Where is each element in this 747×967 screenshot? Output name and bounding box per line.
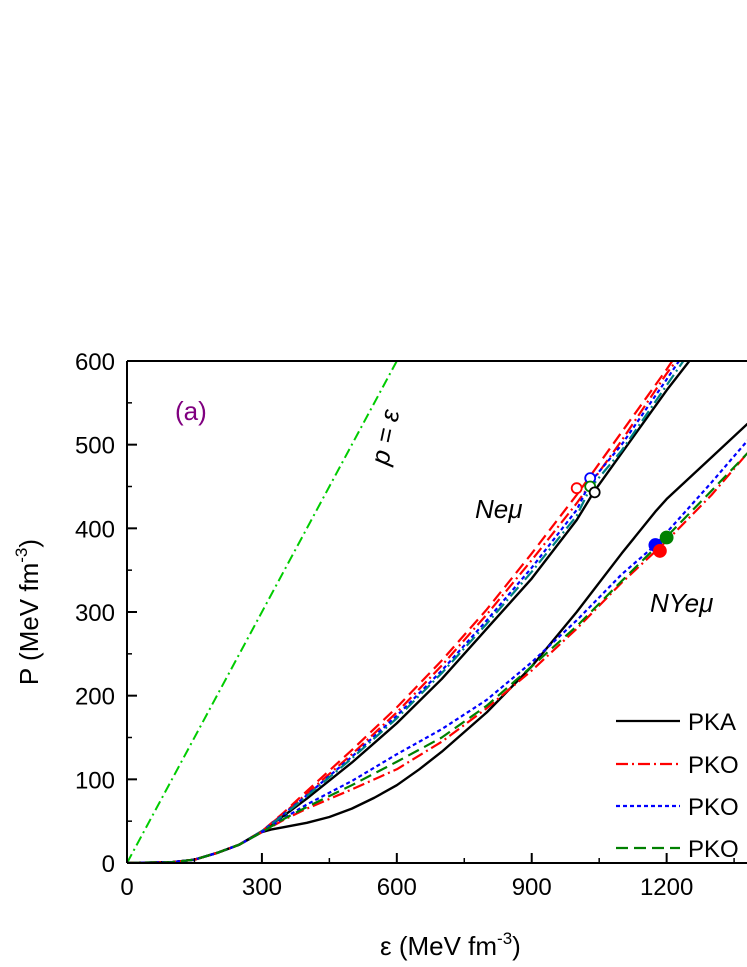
maximum-mass-marker-5 <box>652 544 667 558</box>
x-tick-label: 600 <box>377 874 417 901</box>
series-line-nyemu-7 <box>127 439 747 863</box>
maximum-mass-marker-3 <box>588 486 601 499</box>
y-tick-label: 600 <box>75 349 115 376</box>
y-tick-label: 0 <box>102 851 115 878</box>
panel-label: (a) <box>175 396 207 426</box>
legend-label-pko-blue: PKO <box>688 794 739 821</box>
series-line-nemu-4 <box>127 361 685 863</box>
legend-label-pko-green: PKO <box>688 836 739 863</box>
nucleonic-annotation: Neμ <box>475 494 522 524</box>
series-line-nemu-0 <box>127 361 691 863</box>
x-tick-label: 1200 <box>640 874 693 901</box>
x-tick-label: 0 <box>120 874 133 901</box>
y-tick-label: 500 <box>75 433 115 460</box>
y-axis-title: P (MeV fm-3) <box>12 539 44 685</box>
y-tick-label: 400 <box>75 516 115 543</box>
series-line-nemu-3 <box>127 361 681 863</box>
series-line-nyemu-5 <box>127 422 747 863</box>
legend: PKA PKO PKO PKO <box>616 709 739 863</box>
maximum-mass-marker-6 <box>659 530 674 545</box>
y-tick-label: 300 <box>75 600 115 627</box>
y-tick-label: 200 <box>75 684 115 711</box>
y-tick-label: 100 <box>75 767 115 794</box>
maximum-mass-marker-0 <box>570 482 583 495</box>
causality-line <box>127 361 398 863</box>
series-line-nemu-1 <box>127 361 678 863</box>
ticks: 0 300 600 900 1200 0 100 200 300 400 500 600 <box>75 349 735 901</box>
x-tick-label: 900 <box>512 874 552 901</box>
x-axis-title: ε (MeV fm-3) <box>380 929 521 961</box>
causality-annotation: p = ε <box>364 406 405 468</box>
legend-label-pka: PKA <box>688 709 736 736</box>
hyperonic-annotation: NYeμ <box>650 588 713 618</box>
legend-label-pko-red: PKO <box>688 752 739 779</box>
x-tick-label: 300 <box>242 874 282 901</box>
marker-layer <box>570 472 674 558</box>
